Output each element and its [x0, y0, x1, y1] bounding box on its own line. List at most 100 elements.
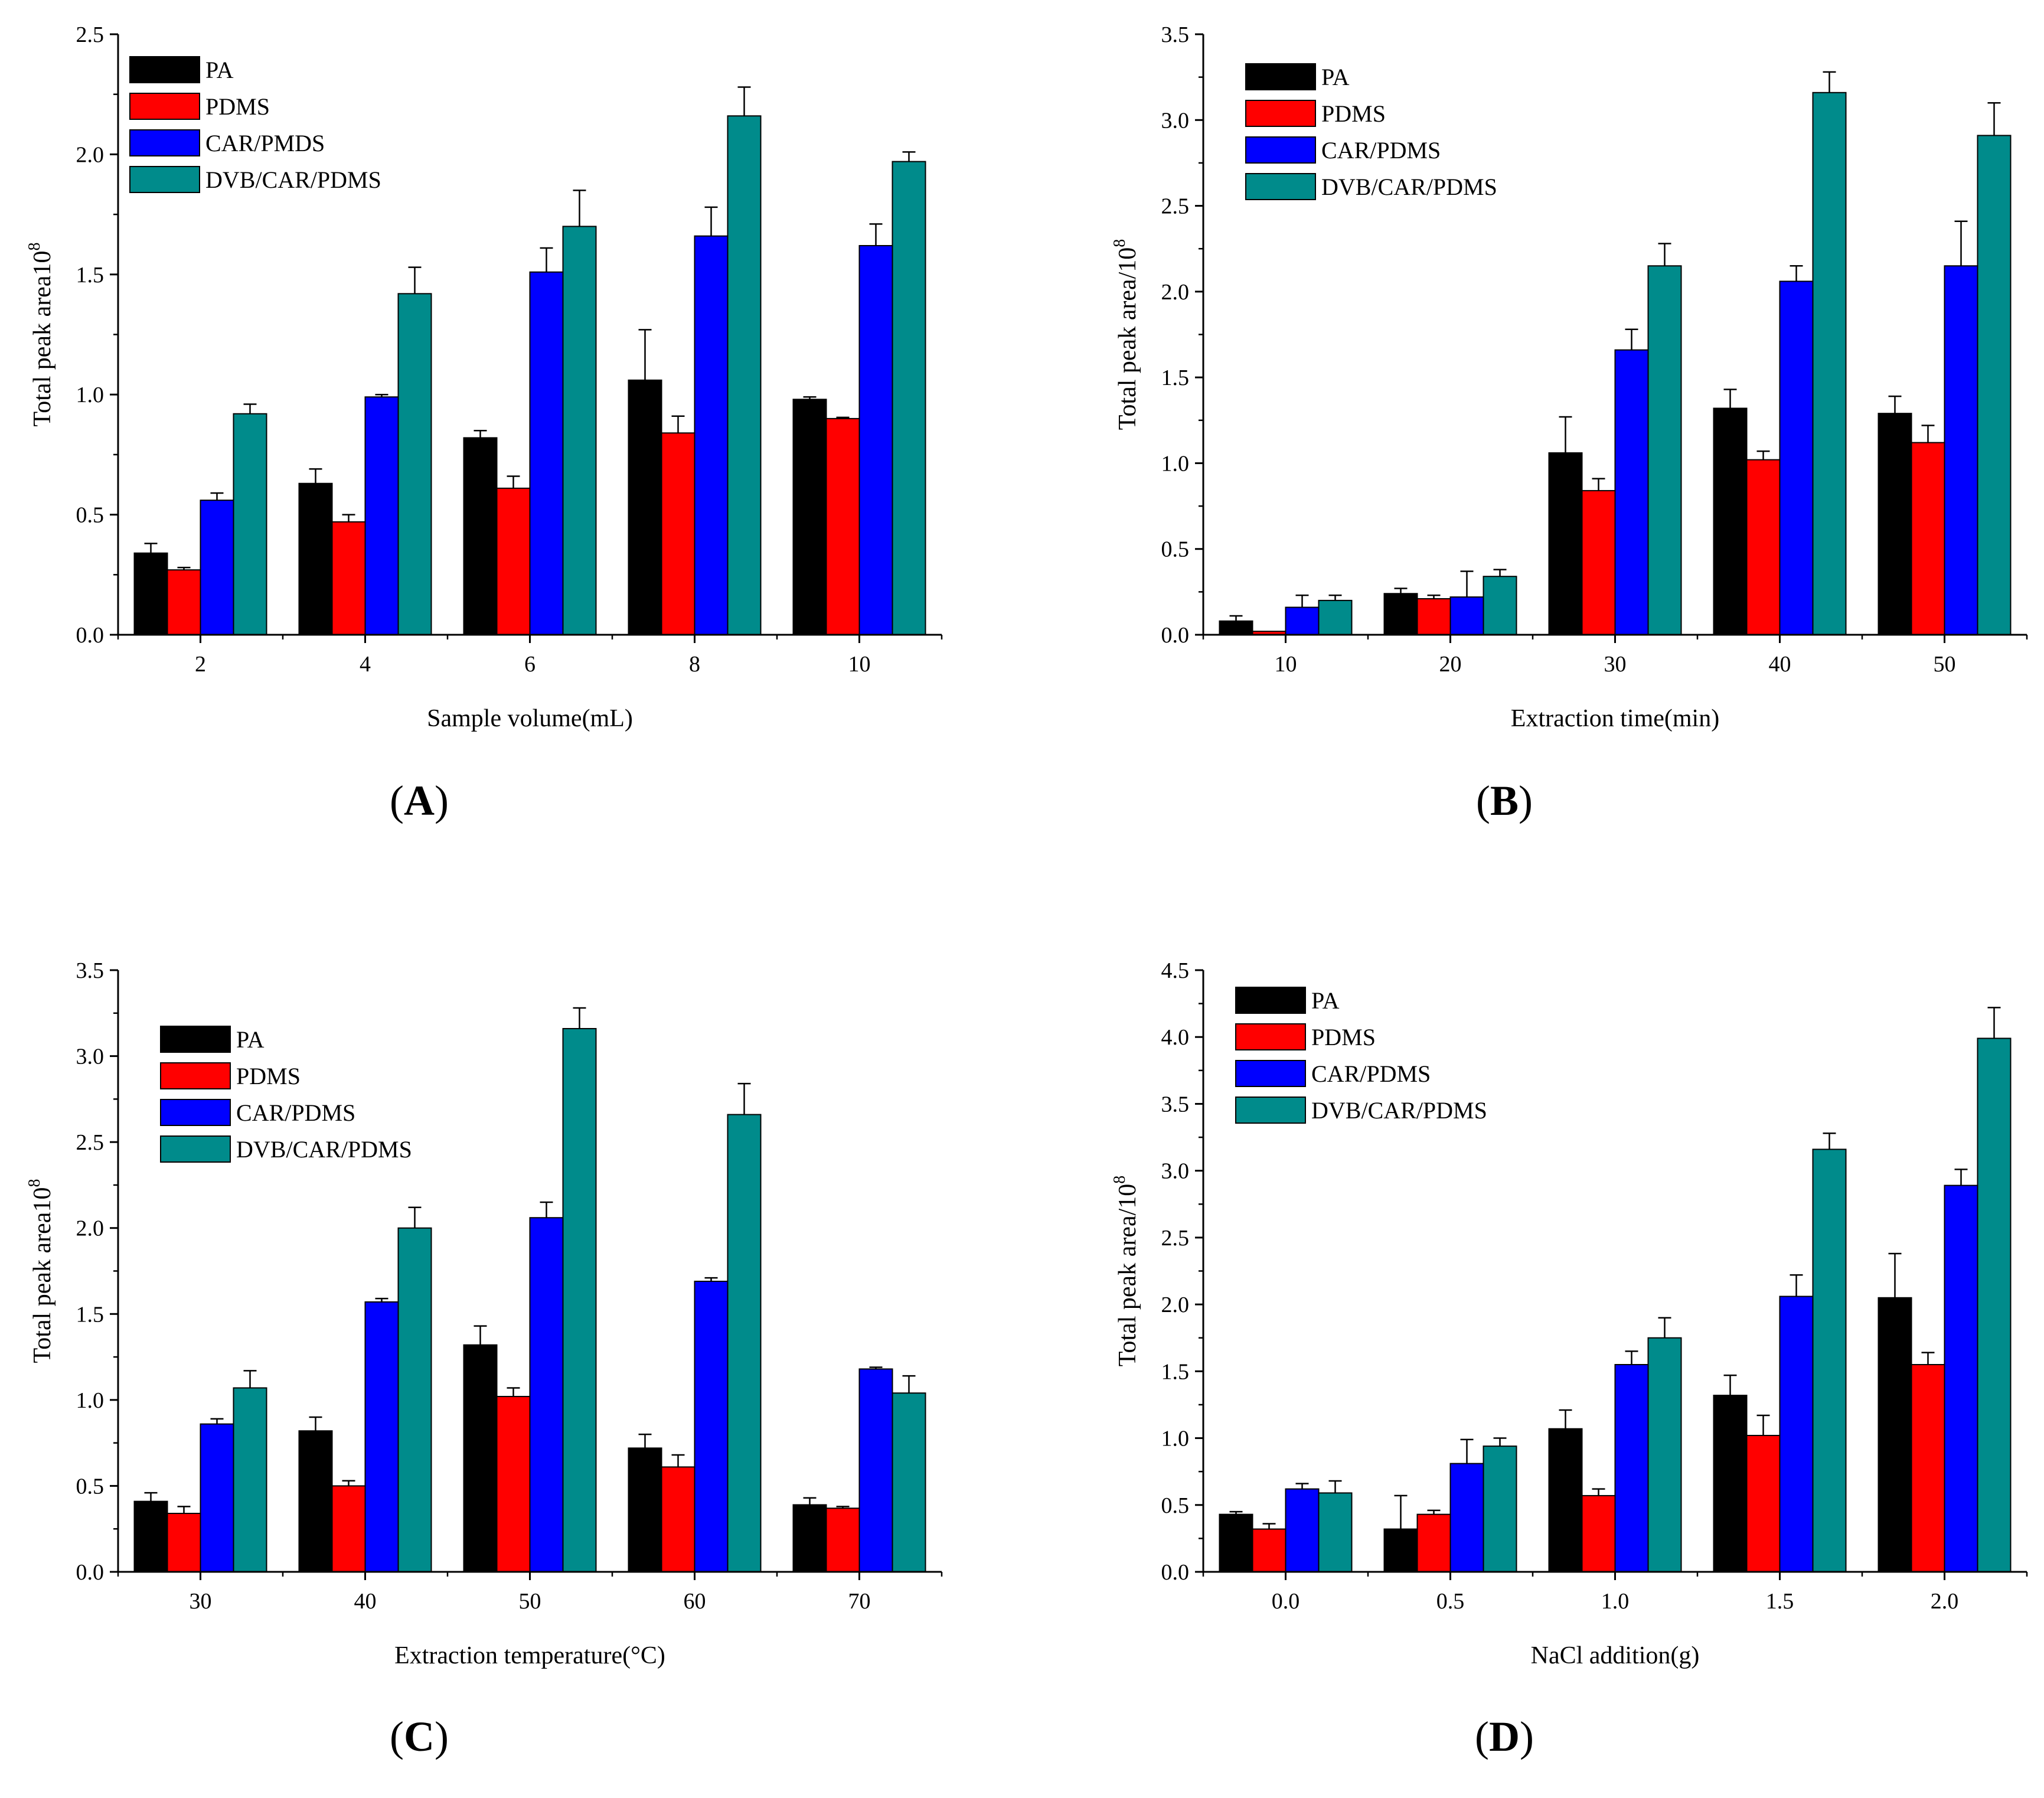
error-bar	[902, 151, 916, 162]
legend-label: PDMS	[1321, 100, 1386, 127]
legend-swatch	[129, 56, 200, 83]
legend-swatch	[1235, 1097, 1306, 1124]
legend-label: PA	[205, 57, 234, 83]
bar-dvb-car-pdms-6	[562, 226, 597, 635]
bar-pa-40	[298, 1430, 333, 1573]
bar-car-pdms-2.0	[1944, 1184, 1978, 1572]
error-bar	[210, 1418, 224, 1424]
bar-car-pmds-2	[200, 500, 234, 636]
panel-a: 0.0 0.5 1.0 1.5 2.0 2.5 2 4 6 8 10 Sample volume(mL…	[25, 22, 943, 824]
error-bar	[836, 1506, 850, 1509]
bar-pa-2	[133, 552, 168, 635]
y-tick-label: 1.0	[76, 383, 105, 407]
bar-car-pmds-8	[694, 235, 729, 636]
error-bar	[1493, 1437, 1507, 1447]
error-bar	[1493, 569, 1507, 577]
bar-dvb-car-pdms-8	[727, 115, 762, 635]
bar-car-pdms-30	[1614, 349, 1649, 635]
error-bar	[1723, 1374, 1737, 1396]
error-bar	[540, 1201, 553, 1218]
error-bar	[1954, 1169, 1968, 1186]
error-bar	[177, 566, 191, 570]
error-bar	[1559, 416, 1572, 453]
y-axis-title: Total peak area/108	[1111, 239, 1141, 430]
legend-label: PDMS	[236, 1063, 301, 1089]
error-bar	[638, 329, 652, 380]
error-bar	[836, 416, 850, 419]
bar-pdms-10	[825, 417, 860, 635]
x-tick-label: 8	[689, 652, 700, 677]
error-bar	[1921, 425, 1935, 443]
y-tick-label: 0.0	[1161, 623, 1190, 648]
bar-pdms-8	[661, 432, 696, 636]
y-tick-label: 1.0	[1161, 1427, 1190, 1451]
x-tick-label: 1.0	[1601, 1589, 1630, 1614]
error-bar	[507, 475, 520, 488]
legend-label: PDMS	[1311, 1024, 1376, 1050]
y-tick-label: 0.0	[76, 623, 105, 648]
bar-pa-50	[1878, 413, 1912, 635]
error-bar	[638, 1433, 652, 1448]
y-tick-label: 2.0	[76, 1216, 105, 1241]
bar-car-pdms-50	[1944, 265, 1978, 635]
bar-car-pdms-20	[1449, 596, 1484, 635]
error-bar	[177, 1506, 191, 1514]
bar-pdms-50	[496, 1396, 531, 1572]
error-bar	[869, 223, 883, 246]
error-bar	[1723, 389, 1737, 409]
legend-label: PA	[236, 1026, 265, 1053]
bar-pa-1.0	[1548, 1428, 1583, 1572]
bar-pdms-1.0	[1581, 1494, 1616, 1573]
y-tick-label: 2.0	[1161, 280, 1190, 305]
bar-dvb-car-pdms-4	[397, 293, 432, 635]
bar-pdms-2	[166, 569, 201, 635]
legend-swatch	[1245, 173, 1316, 200]
x-tick-label: 60	[684, 1589, 706, 1614]
x-tick-label: 50	[519, 1589, 541, 1614]
error-bar	[474, 1325, 487, 1345]
y-tick-label: 2.0	[76, 142, 105, 167]
bar-pdms-20	[1416, 598, 1451, 635]
error-bar	[573, 1007, 586, 1029]
x-tick-label: 6	[524, 652, 536, 677]
error-bar	[1987, 1007, 2001, 1039]
bar-dvb-car-pdms-30	[1647, 265, 1682, 635]
bar-pdms-2.0	[1911, 1364, 1945, 1573]
bar-dvb-car-pdms-10	[1318, 599, 1353, 636]
error-bar	[408, 1206, 422, 1228]
error-bar	[243, 1370, 257, 1388]
error-bar	[803, 1497, 817, 1505]
error-bar	[1756, 450, 1770, 460]
error-bar	[1888, 1252, 1902, 1298]
legend: PA PDMS CAR/PDMS DVB/CAR/PDMS	[1245, 63, 1497, 200]
legend-swatch	[1235, 987, 1306, 1014]
error-bar	[1229, 1510, 1243, 1515]
error-bar	[309, 1416, 322, 1431]
legend-label: CAR/PDMS	[236, 1099, 355, 1126]
error-bar	[704, 1277, 718, 1281]
y-axis-title: Total peak area/108	[1111, 1176, 1141, 1367]
legend-swatch	[160, 1099, 231, 1126]
bar-pa-0.5	[1383, 1528, 1418, 1573]
x-tick-label: 10	[848, 652, 871, 677]
error-bar	[1592, 478, 1605, 491]
legend-label: PDMS	[205, 93, 270, 120]
error-bar	[1295, 1483, 1309, 1489]
error-bar	[342, 1480, 355, 1486]
bar-car-pdms-1.0	[1614, 1364, 1649, 1573]
bar-dvb-car-pdms-50	[1977, 135, 2012, 636]
y-tick-label: 0.0	[1161, 1560, 1190, 1585]
bar-dvb-car-pdms-70	[892, 1392, 926, 1572]
x-axis-title: Extraction time(min)	[1511, 705, 1719, 732]
error-bar	[1790, 1274, 1803, 1297]
bar-dvb-car-pdms-50	[562, 1027, 597, 1572]
legend-swatch	[129, 166, 200, 193]
y-tick-label: 3.0	[76, 1045, 105, 1069]
bar-pdms-4	[331, 521, 366, 636]
x-tick-label: 10	[1275, 652, 1297, 677]
x-tick-label: 40	[1769, 652, 1791, 677]
error-bar	[869, 1366, 883, 1369]
error-bar	[1823, 71, 1836, 93]
bar-dvb-car-pdms-10	[892, 161, 926, 635]
